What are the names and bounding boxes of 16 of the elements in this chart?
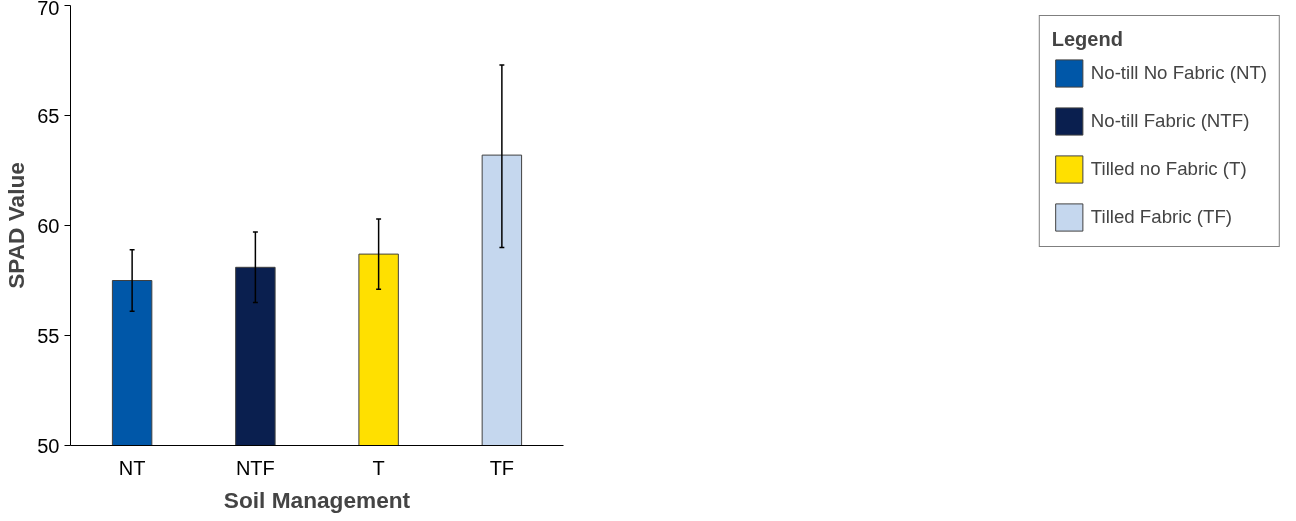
legend-title: Legend bbox=[1051, 28, 1124, 51]
x-tick-label: TF bbox=[489, 456, 515, 479]
x-axis-title: Soil Management bbox=[223, 486, 411, 513]
x-tick-label: NT bbox=[118, 456, 146, 479]
x-tick-label: NTF bbox=[235, 456, 275, 479]
legend-label: No-till No Fabric (NT) bbox=[1090, 62, 1267, 84]
legend-label: No-till Fabric (NTF) bbox=[1090, 110, 1250, 132]
y-tick-label: 65 bbox=[37, 104, 60, 127]
y-tick-label: 60 bbox=[37, 214, 60, 237]
y-tick-label: 70 bbox=[37, 0, 60, 19]
legend-label: Tilled no Fabric (T) bbox=[1090, 158, 1247, 180]
legend-label: Tilled Fabric (TF) bbox=[1090, 206, 1233, 228]
x-tick-label: T bbox=[372, 456, 385, 479]
y-axis-title: SPAD Value bbox=[3, 162, 30, 289]
y-tick-label: 55 bbox=[37, 324, 60, 347]
y-tick-label: 50 bbox=[37, 434, 60, 457]
